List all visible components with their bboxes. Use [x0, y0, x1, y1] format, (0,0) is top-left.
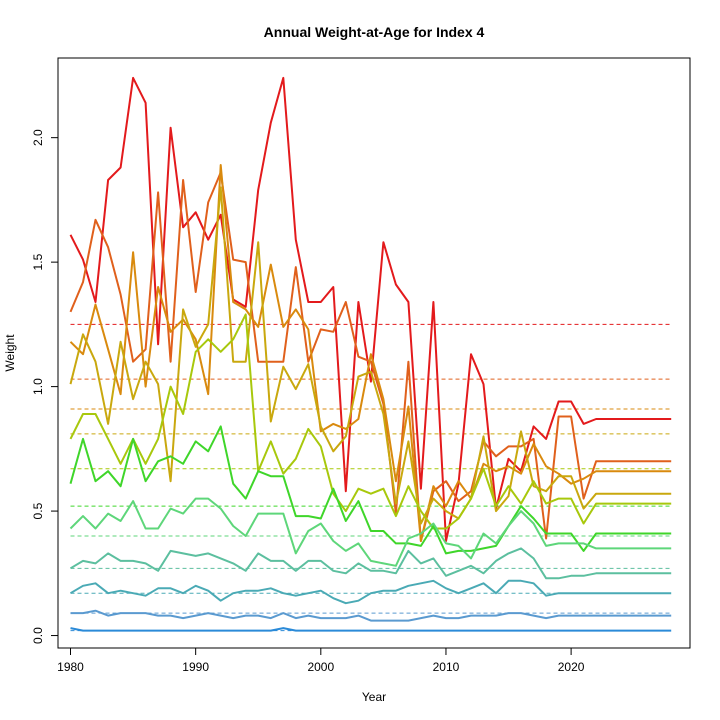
x-tick-label-1980: 1980: [57, 660, 84, 674]
series-line-9: [69, 579, 672, 605]
x-axis-label: Year: [362, 690, 386, 704]
x-tick-label-2010: 2010: [433, 660, 460, 674]
y-tick-label-0.5: 0.5: [31, 502, 45, 519]
series-line-7: [69, 497, 672, 567]
x-tick-label-2000: 2000: [307, 660, 334, 674]
series-line-11: [70, 627, 672, 632]
x-tick-label-2020: 2020: [558, 660, 585, 674]
chart-title: Annual Weight-at-Age for Index 4: [264, 24, 485, 40]
series-lines: [69, 76, 672, 632]
series-line-1: [69, 76, 672, 542]
series-line-10: [70, 609, 672, 622]
y-axis: 0.0 0.5 1.0 1.5 2.0: [31, 129, 59, 644]
series-line-4: [69, 186, 672, 525]
series-line-5: [69, 313, 672, 530]
y-tick-label-1.5: 1.5: [31, 253, 45, 270]
x-tick-label-1990: 1990: [182, 660, 209, 674]
series-line-2: [69, 171, 672, 542]
y-tick-label-1.0: 1.0: [31, 378, 45, 395]
y-tick-label-2.0: 2.0: [31, 129, 45, 146]
y-axis-label: Weight: [3, 334, 17, 372]
series-line-8: [69, 547, 672, 580]
x-axis: 1980 1990 2000 2010 2020: [57, 647, 585, 674]
series-line-6: [69, 425, 672, 555]
y-tick-label-0.0: 0.0: [31, 627, 45, 644]
mean-reference-lines: [70, 323, 672, 632]
series-line-3: [69, 164, 672, 542]
